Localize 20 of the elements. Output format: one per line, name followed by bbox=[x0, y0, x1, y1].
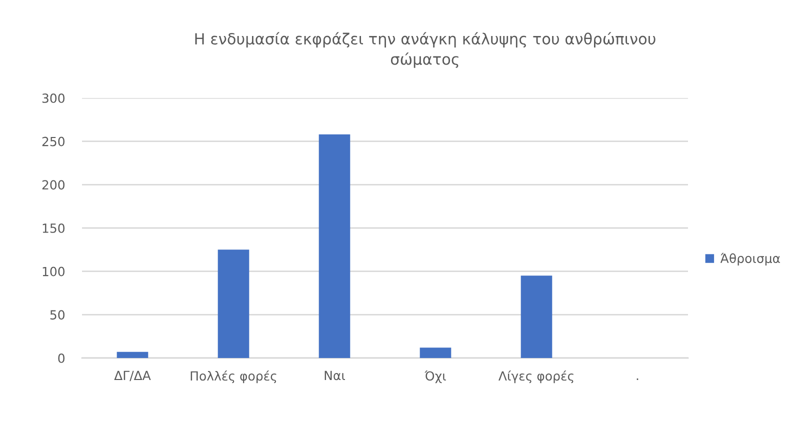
y-tick-label: 0 bbox=[58, 353, 65, 363]
bar bbox=[420, 348, 452, 358]
y-tick-label: 250 bbox=[42, 136, 65, 146]
y-tick-label: 300 bbox=[42, 93, 65, 103]
y-tick-label: 150 bbox=[42, 223, 65, 233]
y-tick-label: 100 bbox=[42, 266, 65, 276]
y-tick-label: 50 bbox=[50, 310, 65, 320]
chart-title: Η ενδυμασία εκφράζει την ανάγκη κάλυψης του ανθρώπινου σώματος bbox=[195, 32, 656, 68]
x-tick-label: Λίγες φορές bbox=[498, 370, 574, 384]
x-tick-label: Πολλές φορές bbox=[190, 370, 276, 384]
bar bbox=[116, 352, 148, 358]
x-tick-label: Όχι bbox=[424, 370, 446, 384]
x-tick-label: ΔΓ/ΔΑ bbox=[114, 370, 151, 382]
x-tick-label: Ναι bbox=[324, 370, 345, 380]
bar bbox=[520, 276, 552, 358]
bar bbox=[318, 134, 350, 358]
bar bbox=[218, 250, 250, 358]
legend-label: Άθροισμα bbox=[720, 252, 780, 266]
x-tick-label: . bbox=[636, 378, 638, 380]
y-tick-label: 200 bbox=[42, 180, 65, 190]
